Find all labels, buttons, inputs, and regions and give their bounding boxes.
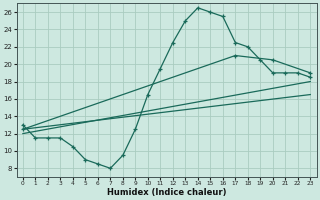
X-axis label: Humidex (Indice chaleur): Humidex (Indice chaleur) xyxy=(107,188,226,197)
